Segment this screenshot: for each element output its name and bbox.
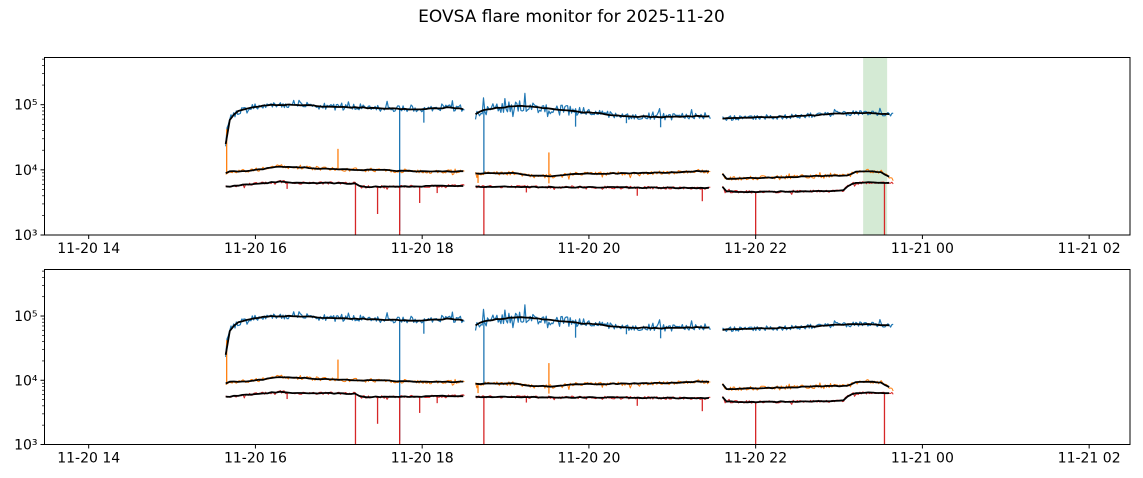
x-tick-label: 11-20 14 bbox=[57, 241, 120, 257]
x-tick-label: 11-20 18 bbox=[391, 241, 454, 257]
series-red-median bbox=[225, 390, 890, 404]
x-tick-label: 11-20 22 bbox=[724, 451, 787, 467]
series-blue-median bbox=[224, 103, 890, 145]
x-tick-label: 11-20 16 bbox=[224, 241, 287, 257]
y-tick-label: 10³ bbox=[14, 438, 37, 454]
x-tick-label: 11-20 14 bbox=[57, 451, 120, 467]
series-group bbox=[224, 304, 894, 445]
plot-border bbox=[44, 269, 1131, 445]
series-blue-noisy bbox=[225, 92, 894, 147]
series-orange-noisy bbox=[225, 164, 894, 181]
x-tick-label: 11-21 00 bbox=[891, 241, 954, 257]
series-group bbox=[224, 92, 894, 235]
x-tick-label: 11-20 20 bbox=[557, 241, 620, 257]
series-red-median bbox=[225, 180, 890, 194]
figure-title: EOVSA flare monitor for 2025-11-20 bbox=[418, 7, 725, 27]
x-tick-label: 11-21 00 bbox=[891, 451, 954, 467]
x-tick-label: 11-20 16 bbox=[224, 451, 287, 467]
y-tick-label: 10⁴ bbox=[14, 163, 38, 179]
series-orange-median bbox=[225, 165, 890, 180]
x-tick-label: 11-20 18 bbox=[391, 451, 454, 467]
y-tick-label: 10⁵ bbox=[14, 309, 37, 325]
x-tick-label: 11-20 20 bbox=[557, 451, 620, 467]
x-tick-label: 11-20 22 bbox=[724, 241, 787, 257]
highlight-span bbox=[863, 57, 888, 235]
series-orange-median bbox=[225, 376, 890, 390]
series-blue-median bbox=[224, 314, 890, 355]
y-tick-label: 10³ bbox=[14, 228, 37, 244]
series-orange-noisy bbox=[225, 374, 894, 392]
bottom-panel: 11-20 14 11-20 16 11-20 18 11-20 20 11-20 22… bbox=[14, 269, 1131, 467]
plot-border bbox=[44, 57, 1131, 236]
y-tick-label: 10⁴ bbox=[14, 373, 38, 389]
y-tick-label: 10⁵ bbox=[14, 98, 37, 114]
series-blue-noisy bbox=[225, 304, 894, 358]
x-tick-label: 11-21 02 bbox=[1058, 451, 1121, 467]
x-tick-label: 11-21 02 bbox=[1058, 241, 1121, 257]
top-panel: 11-20 14 11-20 16 11-20 18 11-20 20 11-20 22… bbox=[14, 57, 1131, 257]
